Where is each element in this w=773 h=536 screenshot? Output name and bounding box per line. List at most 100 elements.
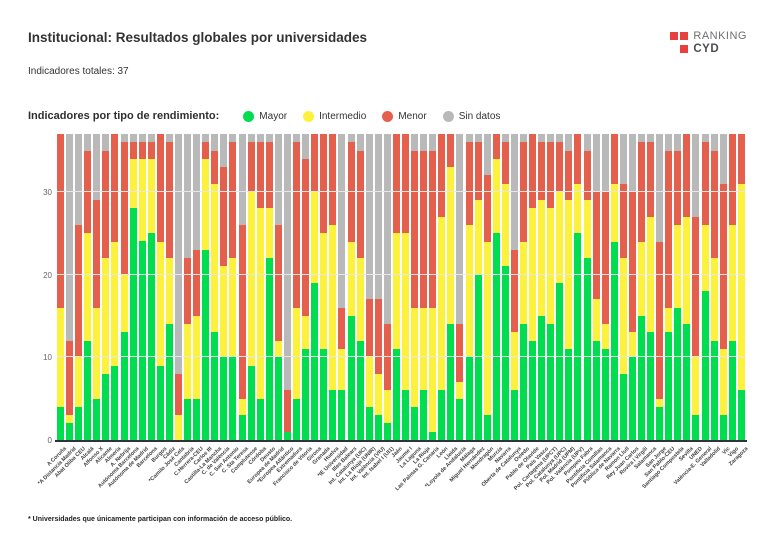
bar-segment-sin-datos[interactable] bbox=[265, 134, 273, 143]
bar-segment-sin-datos[interactable] bbox=[374, 134, 382, 300]
bar-segment-mayor[interactable] bbox=[156, 365, 164, 440]
bar-segment-menor[interactable] bbox=[628, 191, 636, 333]
bar-column[interactable] bbox=[510, 134, 518, 440]
bar-segment-mayor[interactable] bbox=[656, 406, 664, 440]
bar-segment-menor[interactable] bbox=[701, 142, 709, 225]
bar-segment-mayor[interactable] bbox=[519, 324, 527, 440]
bar-segment-intermedio[interactable] bbox=[265, 208, 273, 259]
bar-segment-sin-datos[interactable] bbox=[175, 134, 183, 374]
bar-segment-mayor[interactable] bbox=[147, 233, 155, 440]
bar-segment-menor[interactable] bbox=[719, 183, 727, 349]
bar-column[interactable] bbox=[574, 134, 582, 440]
bar-column[interactable] bbox=[456, 134, 464, 440]
bar-segment-intermedio[interactable] bbox=[66, 415, 74, 424]
bar-segment-mayor[interactable] bbox=[465, 357, 473, 440]
bar-column[interactable] bbox=[365, 134, 373, 440]
bar-segment-intermedio[interactable] bbox=[202, 158, 210, 250]
bar-segment-sin-datos[interactable] bbox=[710, 134, 718, 151]
bar-segment-menor[interactable] bbox=[556, 142, 564, 192]
bar-column[interactable] bbox=[719, 134, 727, 440]
bar-segment-sin-datos[interactable] bbox=[84, 134, 92, 151]
bar-segment-sin-datos[interactable] bbox=[656, 134, 664, 242]
bar-segment-menor[interactable] bbox=[429, 150, 437, 308]
bar-segment-sin-datos[interactable] bbox=[411, 134, 419, 151]
bar-segment-mayor[interactable] bbox=[710, 340, 718, 440]
bar-column[interactable] bbox=[265, 134, 273, 440]
bar-segment-menor[interactable] bbox=[483, 175, 491, 242]
bar-segment-menor[interactable] bbox=[456, 324, 464, 383]
bar-segment-menor[interactable] bbox=[619, 183, 627, 259]
bar-segment-mayor[interactable] bbox=[238, 415, 246, 440]
bar-segment-mayor[interactable] bbox=[256, 398, 264, 440]
bar-segment-menor[interactable] bbox=[129, 142, 137, 159]
bar-segment-sin-datos[interactable] bbox=[147, 134, 155, 143]
bar-column[interactable] bbox=[683, 134, 691, 440]
bar-segment-menor[interactable] bbox=[710, 150, 718, 259]
bar-segment-menor[interactable] bbox=[592, 191, 600, 300]
bar-segment-sin-datos[interactable] bbox=[338, 134, 346, 308]
bar-segment-menor[interactable] bbox=[165, 142, 173, 259]
bar-segment-mayor[interactable] bbox=[283, 431, 291, 440]
bar-column[interactable] bbox=[165, 134, 173, 440]
bar-segment-mayor[interactable] bbox=[692, 415, 700, 440]
bar-segment-mayor[interactable] bbox=[338, 390, 346, 440]
bar-segment-intermedio[interactable] bbox=[510, 332, 518, 391]
bar-segment-intermedio[interactable] bbox=[102, 258, 110, 374]
bar-segment-mayor[interactable] bbox=[57, 406, 64, 440]
bar-segment-mayor[interactable] bbox=[75, 406, 83, 440]
bar-segment-mayor[interactable] bbox=[247, 365, 255, 440]
bar-column[interactable] bbox=[547, 134, 555, 440]
bar-segment-intermedio[interactable] bbox=[75, 357, 83, 407]
bar-segment-sin-datos[interactable] bbox=[547, 134, 555, 143]
bar-segment-sin-datos[interactable] bbox=[256, 134, 264, 143]
bar-column[interactable] bbox=[420, 134, 428, 440]
bar-column[interactable] bbox=[156, 134, 164, 440]
bar-segment-sin-datos[interactable] bbox=[220, 134, 228, 168]
bar-column[interactable] bbox=[202, 134, 210, 440]
bar-column[interactable] bbox=[120, 134, 128, 440]
bar-segment-intermedio[interactable] bbox=[138, 158, 146, 242]
bar-segment-menor[interactable] bbox=[311, 134, 319, 192]
bar-segment-intermedio[interactable] bbox=[401, 233, 409, 391]
bar-column[interactable] bbox=[474, 134, 482, 440]
bar-segment-intermedio[interactable] bbox=[456, 382, 464, 399]
bar-segment-menor[interactable] bbox=[583, 150, 591, 201]
bar-segment-mayor[interactable] bbox=[129, 208, 137, 440]
bar-segment-sin-datos[interactable] bbox=[592, 134, 600, 192]
bar-segment-intermedio[interactable] bbox=[547, 208, 555, 325]
bar-segment-sin-datos[interactable] bbox=[184, 134, 192, 259]
bar-segment-menor[interactable] bbox=[656, 241, 664, 399]
bar-segment-menor[interactable] bbox=[256, 142, 264, 209]
bar-segment-menor[interactable] bbox=[565, 150, 573, 201]
bar-segment-mayor[interactable] bbox=[583, 258, 591, 440]
bar-segment-menor[interactable] bbox=[66, 340, 74, 416]
bar-segment-menor[interactable] bbox=[692, 216, 700, 358]
bar-segment-mayor[interactable] bbox=[556, 282, 564, 440]
bar-segment-intermedio[interactable] bbox=[601, 324, 609, 349]
bar-segment-intermedio[interactable] bbox=[665, 307, 673, 333]
bar-column[interactable] bbox=[102, 134, 110, 440]
bar-segment-mayor[interactable] bbox=[383, 423, 391, 440]
bar-segment-intermedio[interactable] bbox=[165, 258, 173, 325]
bar-segment-menor[interactable] bbox=[447, 134, 455, 168]
bar-column[interactable] bbox=[519, 134, 527, 440]
bar-segment-sin-datos[interactable] bbox=[383, 134, 391, 325]
bar-column[interactable] bbox=[84, 134, 92, 440]
bar-column[interactable] bbox=[383, 134, 391, 440]
bar-segment-menor[interactable] bbox=[302, 158, 310, 316]
bar-column[interactable] bbox=[674, 134, 682, 440]
bar-segment-menor[interactable] bbox=[547, 142, 555, 209]
bar-segment-mayor[interactable] bbox=[411, 406, 419, 440]
bar-segment-mayor[interactable] bbox=[456, 398, 464, 440]
bar-column[interactable] bbox=[601, 134, 609, 440]
bar-segment-menor[interactable] bbox=[338, 307, 346, 350]
bar-segment-mayor[interactable] bbox=[229, 357, 237, 440]
bar-segment-menor[interactable] bbox=[728, 134, 736, 225]
bar-segment-menor[interactable] bbox=[510, 249, 518, 333]
bar-column[interactable] bbox=[710, 134, 718, 440]
bar-segment-menor[interactable] bbox=[683, 134, 691, 217]
bar-segment-menor[interactable] bbox=[474, 142, 482, 201]
bar-segment-intermedio[interactable] bbox=[392, 233, 400, 350]
bar-column[interactable] bbox=[238, 134, 246, 440]
legend-item-sin-datos[interactable]: Sin datos bbox=[442, 110, 500, 122]
